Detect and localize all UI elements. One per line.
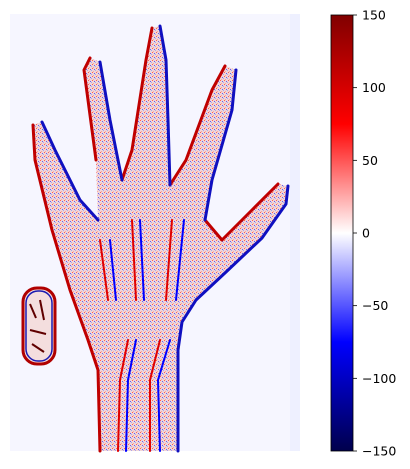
colorbar-tick-label: −50 bbox=[362, 298, 388, 313]
colorbar-tick-label: 0 bbox=[362, 226, 370, 241]
colorbar: 150 100 50 0 −50 −100 −150 bbox=[330, 8, 396, 459]
colorbar-tick-label: 100 bbox=[362, 80, 386, 95]
colorbar-tick-label: −100 bbox=[362, 371, 396, 386]
marker-block bbox=[21, 286, 57, 366]
colorbar-ticks: 150 100 50 0 −50 −100 −150 bbox=[353, 8, 396, 459]
hand-edges-blue bbox=[40, 24, 290, 453]
heatmap-image bbox=[10, 14, 300, 453]
colorbar-tick-label: 50 bbox=[362, 153, 378, 168]
hand-edges-red bbox=[31, 26, 280, 453]
colorbar-gradient bbox=[330, 14, 354, 452]
colorbar-tick-label: −150 bbox=[362, 444, 396, 459]
background-tint-right bbox=[290, 14, 300, 451]
colorbar-tick-label: 150 bbox=[362, 8, 386, 23]
